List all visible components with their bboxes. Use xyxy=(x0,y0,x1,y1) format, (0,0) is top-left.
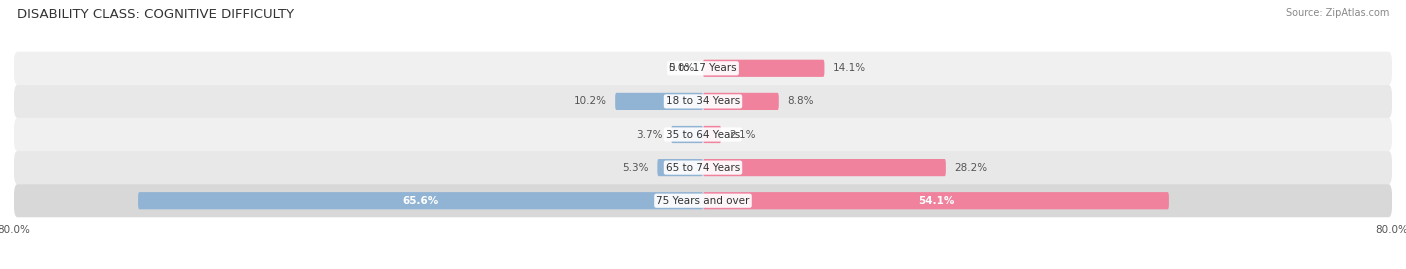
Text: 2.1%: 2.1% xyxy=(730,129,756,140)
Text: 18 to 34 Years: 18 to 34 Years xyxy=(666,96,740,107)
Text: 75 Years and over: 75 Years and over xyxy=(657,196,749,206)
FancyBboxPatch shape xyxy=(138,192,703,209)
Text: 5.3%: 5.3% xyxy=(623,162,648,173)
Text: 5 to 17 Years: 5 to 17 Years xyxy=(669,63,737,73)
Text: 35 to 64 Years: 35 to 64 Years xyxy=(666,129,740,140)
Text: 28.2%: 28.2% xyxy=(955,162,987,173)
FancyBboxPatch shape xyxy=(14,118,1392,151)
FancyBboxPatch shape xyxy=(14,85,1392,118)
Text: 0.0%: 0.0% xyxy=(668,63,695,73)
Text: Source: ZipAtlas.com: Source: ZipAtlas.com xyxy=(1285,8,1389,18)
Text: 10.2%: 10.2% xyxy=(574,96,606,107)
FancyBboxPatch shape xyxy=(703,60,824,77)
FancyBboxPatch shape xyxy=(658,159,703,176)
FancyBboxPatch shape xyxy=(14,184,1392,217)
FancyBboxPatch shape xyxy=(703,126,721,143)
FancyBboxPatch shape xyxy=(14,52,1392,85)
Text: 54.1%: 54.1% xyxy=(918,196,955,206)
FancyBboxPatch shape xyxy=(703,159,946,176)
Text: 65 to 74 Years: 65 to 74 Years xyxy=(666,162,740,173)
Text: 8.8%: 8.8% xyxy=(787,96,814,107)
FancyBboxPatch shape xyxy=(616,93,703,110)
Text: DISABILITY CLASS: COGNITIVE DIFFICULTY: DISABILITY CLASS: COGNITIVE DIFFICULTY xyxy=(17,8,294,21)
FancyBboxPatch shape xyxy=(14,151,1392,184)
FancyBboxPatch shape xyxy=(703,192,1168,209)
Text: 3.7%: 3.7% xyxy=(636,129,662,140)
Text: 65.6%: 65.6% xyxy=(402,196,439,206)
Text: 14.1%: 14.1% xyxy=(832,63,866,73)
FancyBboxPatch shape xyxy=(671,126,703,143)
FancyBboxPatch shape xyxy=(703,93,779,110)
